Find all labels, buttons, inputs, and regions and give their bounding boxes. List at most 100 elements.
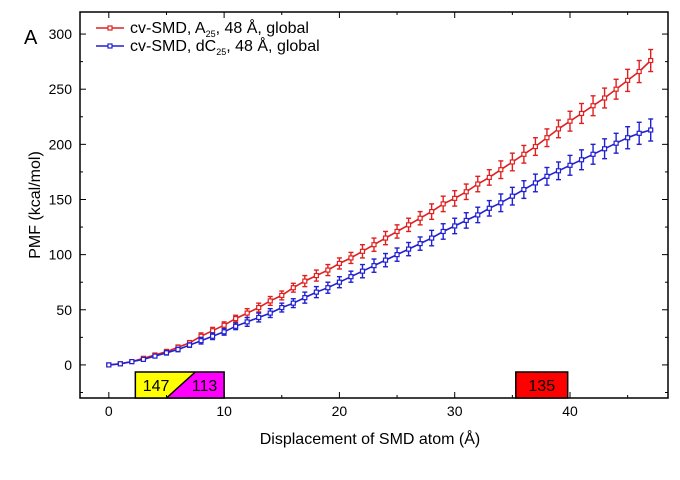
data-point	[429, 235, 435, 241]
data-point	[636, 68, 642, 75]
data-point	[267, 310, 273, 316]
data-point	[313, 289, 319, 295]
region-box	[515, 371, 569, 399]
data-point	[429, 209, 435, 215]
y-tick-label: 200	[49, 136, 73, 152]
data-point	[371, 263, 377, 269]
data-point	[325, 285, 331, 291]
data-point	[394, 228, 400, 235]
data-point	[256, 304, 262, 311]
data-point	[371, 242, 377, 248]
data-point	[256, 314, 262, 321]
plot-frame	[79, 11, 669, 399]
data-point	[221, 329, 227, 335]
series-1	[106, 48, 654, 368]
data-point	[475, 212, 481, 218]
series-line	[108, 59, 652, 366]
data-point	[244, 319, 250, 325]
data-point	[440, 228, 446, 235]
region-box-left	[135, 372, 196, 398]
legend-entry: cv-SMD, A25, 48 Å, global	[96, 18, 309, 39]
data-point	[129, 359, 135, 365]
data-point	[555, 168, 562, 174]
data-point	[636, 130, 642, 136]
data-point	[302, 295, 308, 301]
data-point	[578, 110, 585, 117]
data-point	[186, 342, 193, 348]
data-point	[152, 353, 158, 359]
data-point	[601, 95, 608, 101]
region-label: 147	[143, 378, 170, 395]
data-point	[452, 223, 458, 229]
data-point	[209, 333, 216, 339]
data-point	[567, 118, 573, 124]
data-point	[463, 217, 469, 224]
data-point	[140, 356, 147, 362]
data-point	[601, 146, 608, 152]
data-point	[106, 362, 112, 368]
data-point	[544, 135, 550, 141]
data-point	[117, 361, 123, 367]
legend-label: cv-SMD, dC25, 48 Å, global	[130, 36, 320, 57]
data-series	[106, 48, 654, 368]
data-point	[221, 322, 227, 328]
data-point	[440, 201, 446, 207]
data-point	[590, 103, 596, 109]
data-point	[233, 315, 239, 322]
x-tick-label: 20	[332, 403, 348, 419]
data-point	[648, 57, 654, 64]
data-point	[290, 300, 296, 306]
legend-label: cv-SMD, A25, 48 Å, global	[130, 18, 309, 39]
data-point	[463, 189, 469, 195]
data-point	[625, 77, 631, 83]
data-point	[417, 215, 423, 221]
series-2	[106, 118, 654, 368]
data-point	[279, 292, 285, 299]
data-point	[509, 159, 515, 165]
data-point	[198, 338, 204, 344]
data-point	[521, 186, 527, 193]
data-point	[405, 222, 412, 228]
y-tick-label: 50	[56, 302, 72, 318]
x-tick-label: 0	[105, 403, 113, 419]
data-point	[498, 200, 504, 206]
x-tick-label: 40	[562, 403, 578, 419]
data-point	[417, 241, 423, 247]
region-box-outline	[134, 371, 225, 399]
data-point	[336, 260, 343, 267]
data-point	[486, 174, 492, 181]
data-point	[302, 278, 308, 284]
data-point	[625, 135, 631, 141]
data-point	[325, 267, 331, 273]
region-box-right	[166, 372, 225, 398]
y-tick-label: 300	[49, 26, 73, 42]
data-point	[244, 310, 250, 316]
region-label: 135	[528, 378, 555, 395]
x-tick-label: 10	[216, 403, 232, 419]
region-label: 113	[192, 378, 218, 395]
data-point	[613, 140, 619, 146]
data-point	[382, 235, 389, 241]
panel-label: A	[24, 27, 38, 49]
data-point	[578, 157, 585, 163]
y-tick-label: 0	[64, 357, 72, 373]
data-point	[163, 350, 170, 356]
data-point	[486, 205, 492, 211]
data-point	[279, 304, 285, 311]
data-point	[521, 151, 527, 157]
x-tick-label: 30	[447, 403, 463, 419]
data-point	[613, 86, 619, 92]
data-point	[648, 127, 654, 133]
data-point	[359, 268, 366, 274]
region-box-divider	[165, 371, 196, 399]
data-point	[233, 323, 239, 329]
data-point	[348, 274, 354, 280]
data-point	[394, 252, 400, 258]
data-point	[175, 346, 181, 353]
y-axis-label: PMF (kcal/mol)	[27, 151, 44, 259]
data-point	[313, 272, 319, 279]
data-point	[498, 167, 504, 173]
axes: 0 10 20 30 40 0 50 100 150 200 250 300	[49, 12, 668, 419]
